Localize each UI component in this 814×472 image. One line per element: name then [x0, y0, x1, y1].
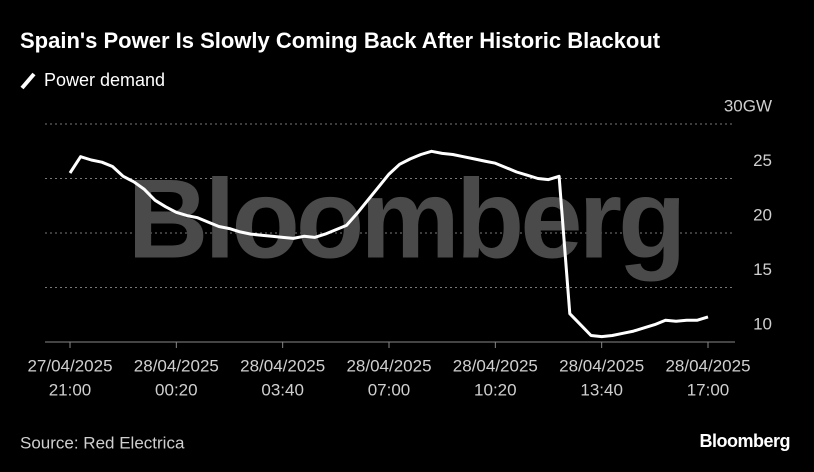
x-tick-label: 00:20: [155, 380, 198, 399]
x-tick-label: 28/04/2025: [346, 356, 431, 375]
y-tick-label: 15: [753, 260, 772, 279]
y-tick-label: 10: [753, 314, 772, 333]
x-tick-label: 28/04/2025: [240, 356, 325, 375]
x-tick-label: 27/04/2025: [27, 356, 112, 375]
x-tick-label: 21:00: [49, 380, 92, 399]
y-tick-label: 25: [753, 151, 772, 170]
chart-title: Spain's Power Is Slowly Coming Back Afte…: [20, 28, 661, 53]
data-line: [68, 149, 709, 339]
source: Source: Red Electrica: [20, 433, 185, 452]
legend-label: Power demand: [44, 70, 165, 90]
x-tick-label: 28/04/2025: [559, 356, 644, 375]
y-tick-label: 20: [753, 205, 772, 224]
watermark: Bloomberg: [127, 157, 682, 282]
x-tick-label: 28/04/2025: [665, 356, 750, 375]
legend-swatch: [20, 72, 36, 90]
logo: Bloomberg: [699, 431, 790, 451]
y-tick-label: 30GW: [724, 96, 772, 115]
x-tick-label: 17:00: [687, 380, 730, 399]
x-tick-label: 07:00: [368, 380, 411, 399]
x-tick-label: 13:40: [580, 380, 623, 399]
x-tick-label: 28/04/2025: [453, 356, 538, 375]
x-tick-label: 03:40: [261, 380, 304, 399]
x-tick-label: 28/04/2025: [134, 356, 219, 375]
x-tick-label: 10:20: [474, 380, 517, 399]
